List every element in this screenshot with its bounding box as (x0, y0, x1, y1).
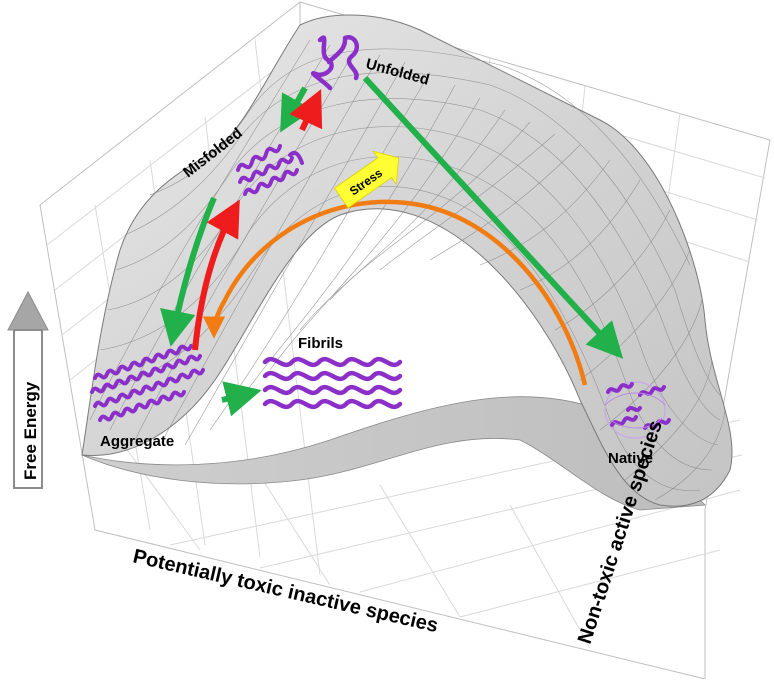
native-label: Native (608, 450, 653, 467)
misfolded-to-unfolded-arrow (289, 89, 323, 132)
free-energy-label: Free Energy (21, 381, 40, 480)
aggregate-to-fibrils-arrow (221, 381, 262, 417)
unfolded-to-native-arrow (362, 75, 624, 359)
unfolded-protein (311, 35, 360, 91)
left-axis-label: Potentially toxic inactive species (131, 545, 440, 637)
native-protein (604, 381, 671, 439)
fibrils-label: Fibrils (298, 335, 343, 352)
misfolded-protein (236, 144, 304, 196)
energy-surface (81, 14, 733, 511)
box-frame (39, 1, 771, 680)
free-energy-arrow: Free Energy (7, 290, 49, 489)
stress-path-arrow (202, 199, 588, 386)
aggregate-to-misfolded-arrow (192, 199, 240, 351)
aggregate-label: Aggregate (100, 433, 174, 450)
aggregate-protein (90, 344, 205, 422)
fibrils-protein (262, 356, 403, 410)
